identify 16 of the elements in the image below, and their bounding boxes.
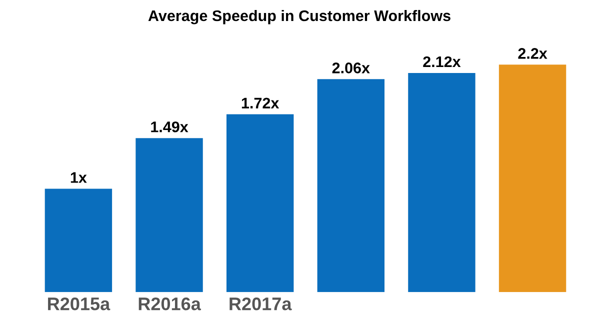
bar <box>226 114 294 292</box>
data-label: 2.12x <box>423 56 461 68</box>
bar <box>317 79 384 292</box>
data-label: 1.49x <box>151 121 188 132</box>
data-label: 2.06x <box>332 62 370 74</box>
bar <box>408 72 476 292</box>
data-label: 1.72x <box>242 98 280 108</box>
bar <box>136 138 203 292</box>
x-tick-label: R2015a <box>48 298 110 310</box>
bar <box>498 64 566 292</box>
bar <box>44 188 112 292</box>
x-tick-label: R2017a <box>230 298 292 310</box>
chart-title: Average Speedup in Customer Workflows <box>148 10 450 24</box>
data-label: 2.2x <box>518 48 548 59</box>
x-tick-label: R2016a <box>138 298 202 310</box>
data-label: 1x <box>70 172 87 183</box>
